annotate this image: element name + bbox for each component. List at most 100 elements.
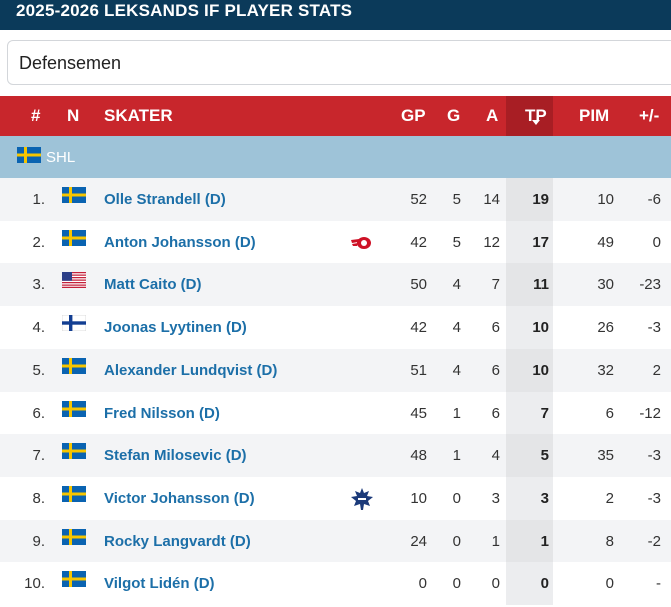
stats-table-header: # N SKATER GP G A TP PIM +/- <box>0 96 671 136</box>
finland-flag-icon <box>62 315 86 331</box>
rank-cell: 7. <box>32 447 45 464</box>
rank-cell: 2. <box>32 234 45 251</box>
gp-cell: 24 <box>410 533 427 550</box>
plus-minus-cell: -6 <box>647 191 661 208</box>
tp-column-cell-bg <box>506 349 553 392</box>
column-header-a[interactable]: A <box>486 106 499 125</box>
plus-minus-cell: 2 <box>652 362 661 379</box>
points-cell: 11 <box>533 276 549 293</box>
rank-cell: 5. <box>32 362 45 379</box>
points-cell: 5 <box>540 447 549 464</box>
gp-cell: 52 <box>410 191 427 208</box>
assists-cell: 1 <box>491 533 500 550</box>
sweden-flag-icon <box>62 230 86 246</box>
column-header-rank[interactable]: # <box>31 106 41 125</box>
league-name: SHL <box>46 149 76 166</box>
gp-cell: 48 <box>410 447 427 464</box>
table-row: 10. Vilgot Lidén (D) 0 0 0 0 0 - <box>0 562 671 605</box>
rank-cell: 10. <box>24 575 45 592</box>
assists-cell: 14 <box>483 191 500 208</box>
table-row: 8. Victor Johansson (D) 10 0 3 3 2 -3 <box>0 477 671 520</box>
assists-cell: 0 <box>491 575 500 592</box>
tp-column-cell-bg <box>506 520 553 563</box>
player-name-link[interactable]: Matt Caito (D) <box>104 276 202 293</box>
pim-cell: 32 <box>597 362 614 379</box>
tp-column-cell-bg <box>506 306 553 349</box>
goals-cell: 1 <box>452 405 461 422</box>
player-name-link[interactable]: Joonas Lyytinen (D) <box>104 319 247 336</box>
goals-cell: 4 <box>452 276 461 293</box>
rank-cell: 4. <box>32 319 45 336</box>
tp-column-cell-bg <box>506 434 553 477</box>
tp-column-cell-bg <box>506 221 553 264</box>
red-wings-logo-icon <box>349 231 375 255</box>
table-row: 4. Joonas Lyytinen (D) 42 4 6 10 26 -3 <box>0 306 671 349</box>
gp-cell: 51 <box>410 362 427 379</box>
plus-minus-cell: -3 <box>647 319 661 336</box>
pim-cell: 8 <box>605 533 614 550</box>
pim-cell: 10 <box>597 191 614 208</box>
goals-cell: 5 <box>452 234 461 251</box>
goals-cell: 4 <box>452 319 461 336</box>
assists-cell: 6 <box>491 405 500 422</box>
position-select-value: Defensemen <box>19 53 122 73</box>
points-cell: 1 <box>540 533 549 550</box>
assists-cell: 7 <box>491 276 500 293</box>
maple-leafs-logo-icon <box>349 487 375 511</box>
gp-cell: 10 <box>410 490 427 507</box>
plus-minus-cell: -2 <box>647 533 661 550</box>
player-name-link[interactable]: Vilgot Lidén (D) <box>104 575 215 592</box>
plus-minus-cell: - <box>656 575 661 592</box>
gp-cell: 50 <box>410 276 427 293</box>
plus-minus-cell: -23 <box>639 276 661 293</box>
table-row: 2. Anton Johansson (D) 42 5 12 17 49 0 <box>0 221 671 264</box>
plus-minus-cell: -3 <box>647 447 661 464</box>
usa-flag-icon <box>62 272 86 288</box>
player-name-link[interactable]: Fred Nilsson (D) <box>104 405 220 422</box>
position-select[interactable]: Defensemen <box>7 40 671 85</box>
column-header-skater[interactable]: SKATER <box>104 106 173 125</box>
column-header-nationality[interactable]: N <box>67 106 80 125</box>
tp-column-cell-bg <box>506 477 553 520</box>
goals-cell: 5 <box>452 191 461 208</box>
player-name-link[interactable]: Victor Johansson (D) <box>104 490 255 507</box>
page-title: 2025-2026 LEKSANDS IF PLAYER STATS <box>16 1 353 20</box>
column-header-g[interactable]: G <box>447 106 461 125</box>
league-group-row: SHL <box>0 136 671 178</box>
sweden-flag-icon <box>62 401 86 417</box>
assists-cell: 4 <box>491 447 500 464</box>
column-header-tp[interactable]: TP <box>525 106 547 125</box>
tp-column-cell-bg <box>506 562 553 605</box>
gp-cell: 0 <box>418 575 427 592</box>
pim-cell: 0 <box>605 575 614 592</box>
column-header-pim[interactable]: PIM <box>579 106 610 125</box>
gp-cell: 45 <box>410 405 427 422</box>
plus-minus-cell: -12 <box>639 405 661 422</box>
plus-minus-cell: 0 <box>652 234 661 251</box>
player-name-link[interactable]: Olle Strandell (D) <box>104 191 226 208</box>
points-cell: 7 <box>540 405 549 422</box>
assists-cell: 6 <box>491 362 500 379</box>
tp-sorted-column-bg <box>506 96 553 136</box>
sweden-flag-icon <box>62 486 86 502</box>
assists-cell: 3 <box>491 490 500 507</box>
column-header-gp[interactable]: GP <box>401 106 426 125</box>
sweden-flag-icon <box>62 443 86 459</box>
table-row: 6. Fred Nilsson (D) 45 1 6 7 6 -12 <box>0 392 671 435</box>
gp-cell: 42 <box>410 319 427 336</box>
column-header-plus-minus[interactable]: +/- <box>639 106 660 125</box>
player-name-link[interactable]: Rocky Langvardt (D) <box>104 533 251 550</box>
pim-cell: 49 <box>597 234 614 251</box>
assists-cell: 6 <box>491 319 500 336</box>
rank-cell: 1. <box>32 191 45 208</box>
player-name-link[interactable]: Anton Johansson (D) <box>104 234 256 251</box>
rank-cell: 3. <box>32 276 45 293</box>
player-name-link[interactable]: Alexander Lundqvist (D) <box>104 362 278 379</box>
points-cell: 0 <box>540 575 549 592</box>
pim-cell: 6 <box>605 405 614 422</box>
tp-column-cell-bg <box>506 263 553 306</box>
pim-cell: 35 <box>597 447 614 464</box>
points-cell: 3 <box>540 490 549 507</box>
table-row: 9. Rocky Langvardt (D) 24 0 1 1 8 -2 <box>0 520 671 563</box>
player-name-link[interactable]: Stefan Milosevic (D) <box>104 447 247 464</box>
